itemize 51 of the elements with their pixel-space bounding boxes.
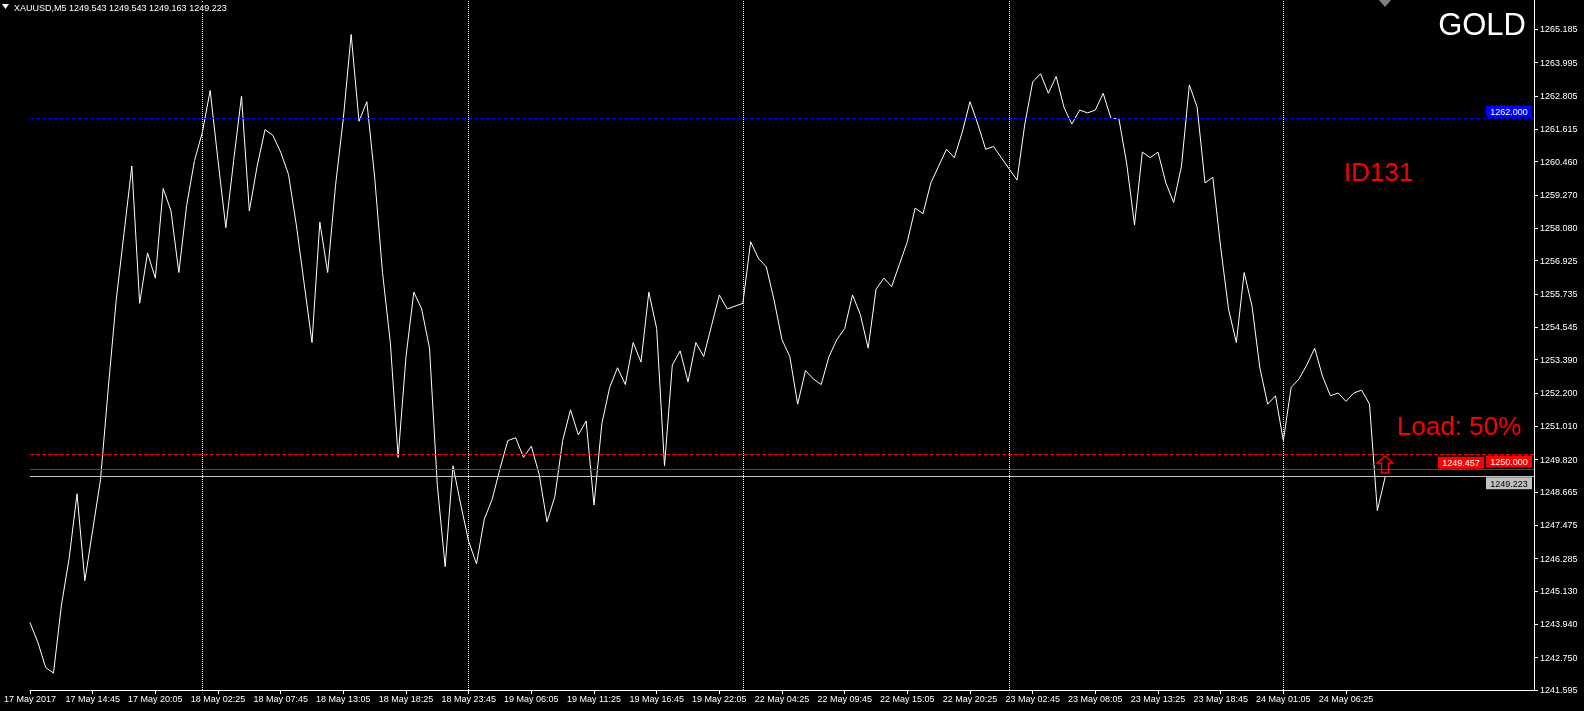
- x-tick-label: 24 May 06:25: [1318, 693, 1374, 704]
- ref-line-label: 1249.457: [1442, 458, 1480, 469]
- y-tick-label: 1245.130: [1540, 585, 1578, 596]
- y-tick-label: 1253.390: [1540, 354, 1578, 365]
- x-tick-label: 19 May 11:25: [567, 693, 621, 704]
- y-tick-label: 1256.925: [1540, 255, 1578, 266]
- x-tick-label: 22 May 09:45: [817, 693, 872, 704]
- y-tick-label: 1243.940: [1540, 619, 1578, 630]
- x-tick-label: 17 May 2017: [3, 693, 57, 704]
- x-tick-label: 18 May 18:25: [378, 693, 434, 704]
- y-tick-label: 1258.080: [1540, 223, 1578, 234]
- x-tick-label: 24 May 01:05: [1256, 693, 1311, 704]
- chart-title: GOLD: [1438, 7, 1527, 42]
- y-tick-label: 1251.010: [1540, 421, 1578, 432]
- x-tick-label: 17 May 20:05: [128, 693, 183, 704]
- y-tick-label: 1263.995: [1540, 57, 1578, 68]
- ref-line-label: 1249.223: [1490, 478, 1528, 489]
- x-tick-label: 18 May 23:45: [441, 693, 496, 704]
- x-tick-label: 19 May 16:45: [629, 693, 684, 704]
- y-tick-label: 1252.200: [1540, 387, 1578, 398]
- x-tick-label: 23 May 13:25: [1130, 693, 1186, 704]
- x-tick-label: 22 May 04:25: [754, 693, 810, 704]
- y-tick-label: 1246.285: [1540, 553, 1578, 564]
- y-tick-label: 1248.665: [1540, 486, 1578, 497]
- y-tick-label: 1259.270: [1540, 189, 1578, 200]
- x-tick-label: 23 May 08:05: [1068, 693, 1123, 704]
- y-tick-label: 1255.735: [1540, 288, 1578, 299]
- x-tick-label: 19 May 22:05: [692, 693, 747, 704]
- y-tick-label: 1242.750: [1540, 652, 1578, 663]
- y-tick-label: 1262.805: [1540, 90, 1578, 101]
- x-tick-label: 22 May 20:25: [942, 693, 998, 704]
- x-tick-label: 18 May 07:45: [253, 693, 308, 704]
- y-tick-label: 1241.595: [1540, 685, 1578, 695]
- ref-line-label: 1250.000: [1490, 457, 1528, 468]
- annotation: Load: 50%: [1397, 411, 1522, 441]
- y-tick-label: 1254.545: [1540, 322, 1578, 333]
- y-tick-label: 1261.615: [1540, 124, 1578, 135]
- y-tick-label: 1260.460: [1540, 156, 1578, 167]
- x-tick-label: 23 May 18:45: [1193, 693, 1248, 704]
- x-tick-label: 18 May 02:25: [190, 693, 246, 704]
- y-tick-label: 1265.185: [1540, 24, 1578, 35]
- x-tick-label: 17 May 14:45: [65, 693, 120, 704]
- y-tick-label: 1249.820: [1540, 454, 1578, 465]
- ref-line-label: 1262.000: [1490, 106, 1528, 117]
- annotation: XAUUSD,M5 1249.543 1249.543 1249.163 1249.223: [14, 2, 227, 13]
- x-tick-label: 19 May 06:05: [504, 693, 559, 704]
- x-tick-label: 22 May 15:05: [880, 693, 935, 704]
- annotation: ID131: [1344, 157, 1414, 187]
- y-tick-label: 1247.475: [1540, 520, 1578, 531]
- x-tick-label: 18 May 13:05: [316, 693, 371, 704]
- x-tick-label: 23 May 02:45: [1005, 693, 1060, 704]
